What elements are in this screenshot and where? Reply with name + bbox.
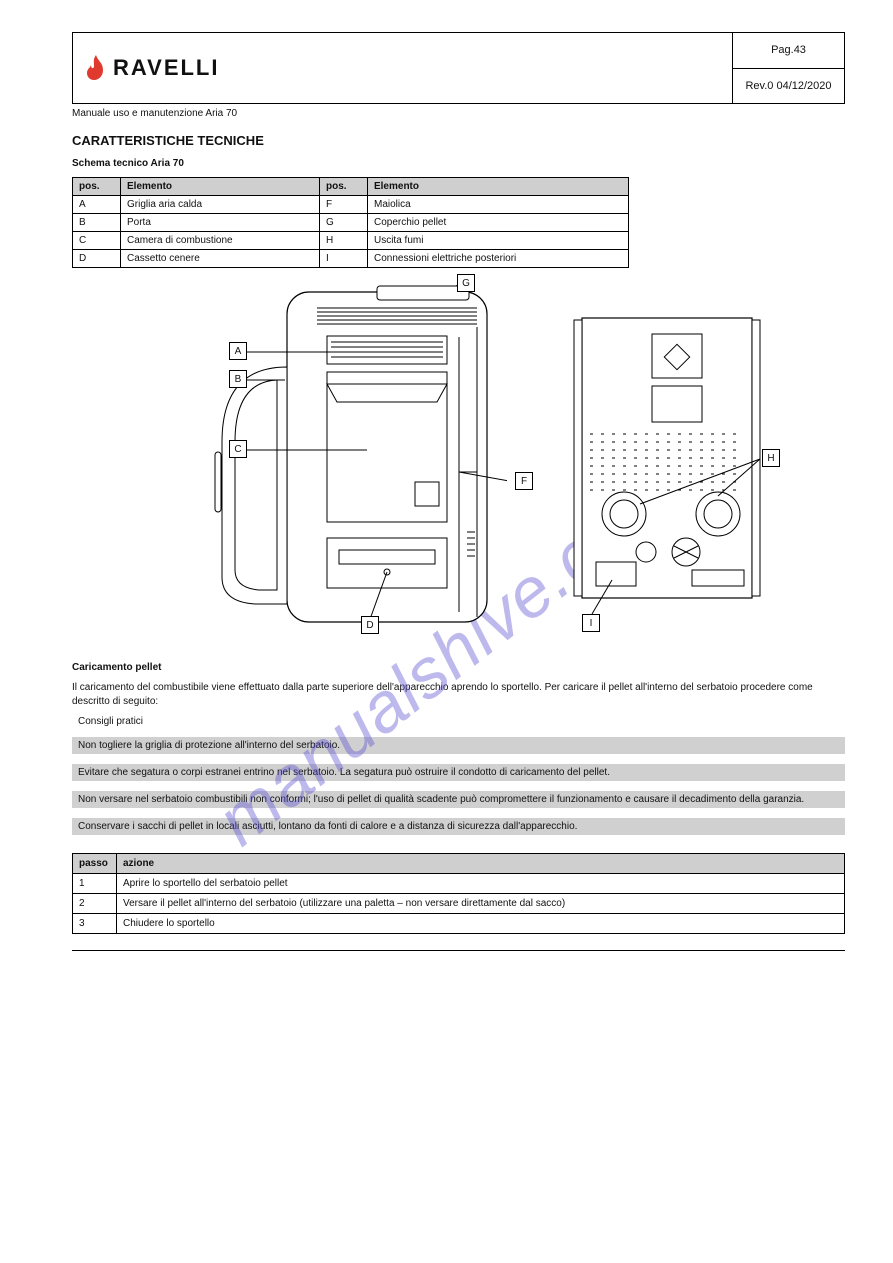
col-action: azione [117,854,845,874]
callout-b: B [229,370,247,388]
cell-elem: Griglia aria calda [121,196,320,214]
col-pos-b: pos. [319,178,367,196]
figures-area: G A B C F D [72,272,845,652]
cell-elem: Connessioni elettriche posteriori [367,250,628,268]
doc-page-number [785,108,845,119]
stove-front-icon [177,272,507,642]
cell-elem: Uscita fumi [367,232,628,250]
flame-icon [85,55,107,81]
cell-elem: Coperchio pellet [367,214,628,232]
doc-title-line: Manuale uso e manutenzione Aria 70 [72,108,237,119]
section-title: CARATTERISTICHE TECNICHE [72,133,845,148]
brand-name: RAVELLI [113,55,219,81]
col-pos-a: pos. [73,178,121,196]
cell-pos: G [319,214,367,232]
header-right: Pag.43 Rev.0 04/12/2020 [732,33,844,103]
footer-rule [72,950,845,951]
cell-pos: A [73,196,121,214]
advice-block: Consigli pratici Non togliere la griglia… [72,714,845,835]
advice-row: Conservare i sacchi di pellet in locali … [72,818,845,835]
doc-meta: Manuale uso e manutenzione Aria 70 [72,108,845,119]
table-row: B Porta G Coperchio pellet [73,214,629,232]
callout-f: F [515,472,533,490]
advice-row: Non versare nel serbatoio combustibili n… [72,791,845,808]
components-table: pos. Elemento pos. Elemento A Griglia ar… [72,177,629,268]
col-elem-a: Elemento [121,178,320,196]
table-row: D Cassetto cenere I Connessioni elettric… [73,250,629,268]
page: manualshive.com RAVELLI Pag.43 Rev.0 04/… [0,0,893,1263]
cell-step: 2 [73,894,117,914]
cell-pos: F [319,196,367,214]
cell-pos: B [73,214,121,232]
cell-pos: C [73,232,121,250]
header-rev-date: Rev.0 04/12/2020 [733,69,844,104]
table-header-row: passo azione [73,854,845,874]
header-frame: RAVELLI Pag.43 Rev.0 04/12/2020 [72,32,845,104]
header-left: RAVELLI [73,33,732,103]
table-row: 3 Chiudere lo sportello [73,914,845,934]
callout-i: I [582,614,600,632]
table-row: 2 Versare il pellet all'interno del serb… [73,894,845,914]
advice-row: Evitare che segatura o corpi estranei en… [72,764,845,781]
callout-a: A [229,342,247,360]
cell-elem: Porta [121,214,320,232]
loading-intro: Il caricamento del combustibile viene ef… [72,681,845,708]
cell-step: 3 [73,914,117,934]
figure-front: G A B C F D [177,272,507,642]
cell-pos: D [73,250,121,268]
brand-logo: RAVELLI [85,55,219,81]
cell-elem: Maiolica [367,196,628,214]
callout-d: D [361,616,379,634]
cell-elem: Cassetto cenere [121,250,320,268]
table-row: 1 Aprire lo sportello del serbatoio pell… [73,874,845,894]
cell-step: 1 [73,874,117,894]
table-row: C Camera di combustione H Uscita fumi [73,232,629,250]
cell-action: Aprire lo sportello del serbatoio pellet [117,874,845,894]
table-header-row: pos. Elemento pos. Elemento [73,178,629,196]
cell-pos: I [319,250,367,268]
table-row: A Griglia aria calda F Maiolica [73,196,629,214]
callout-g: G [457,274,475,292]
callout-c: C [229,440,247,458]
loading-title: Caricamento pellet [72,662,845,673]
header-page-ref: Pag.43 [733,33,844,69]
cell-pos: H [319,232,367,250]
steps-table: passo azione 1 Aprire lo sportello del s… [72,853,845,934]
cell-elem: Camera di combustione [121,232,320,250]
cell-action: Versare il pellet all'interno del serbat… [117,894,845,914]
cell-action: Chiudere lo sportello [117,914,845,934]
subsection-title: Schema tecnico Aria 70 [72,158,845,169]
callout-h: H [762,449,780,467]
figure-back: H I [562,314,797,614]
advice-heading: Consigli pratici [72,714,845,727]
advice-row: Non togliere la griglia di protezione al… [72,737,845,754]
col-elem-b: Elemento [367,178,628,196]
col-step: passo [73,854,117,874]
